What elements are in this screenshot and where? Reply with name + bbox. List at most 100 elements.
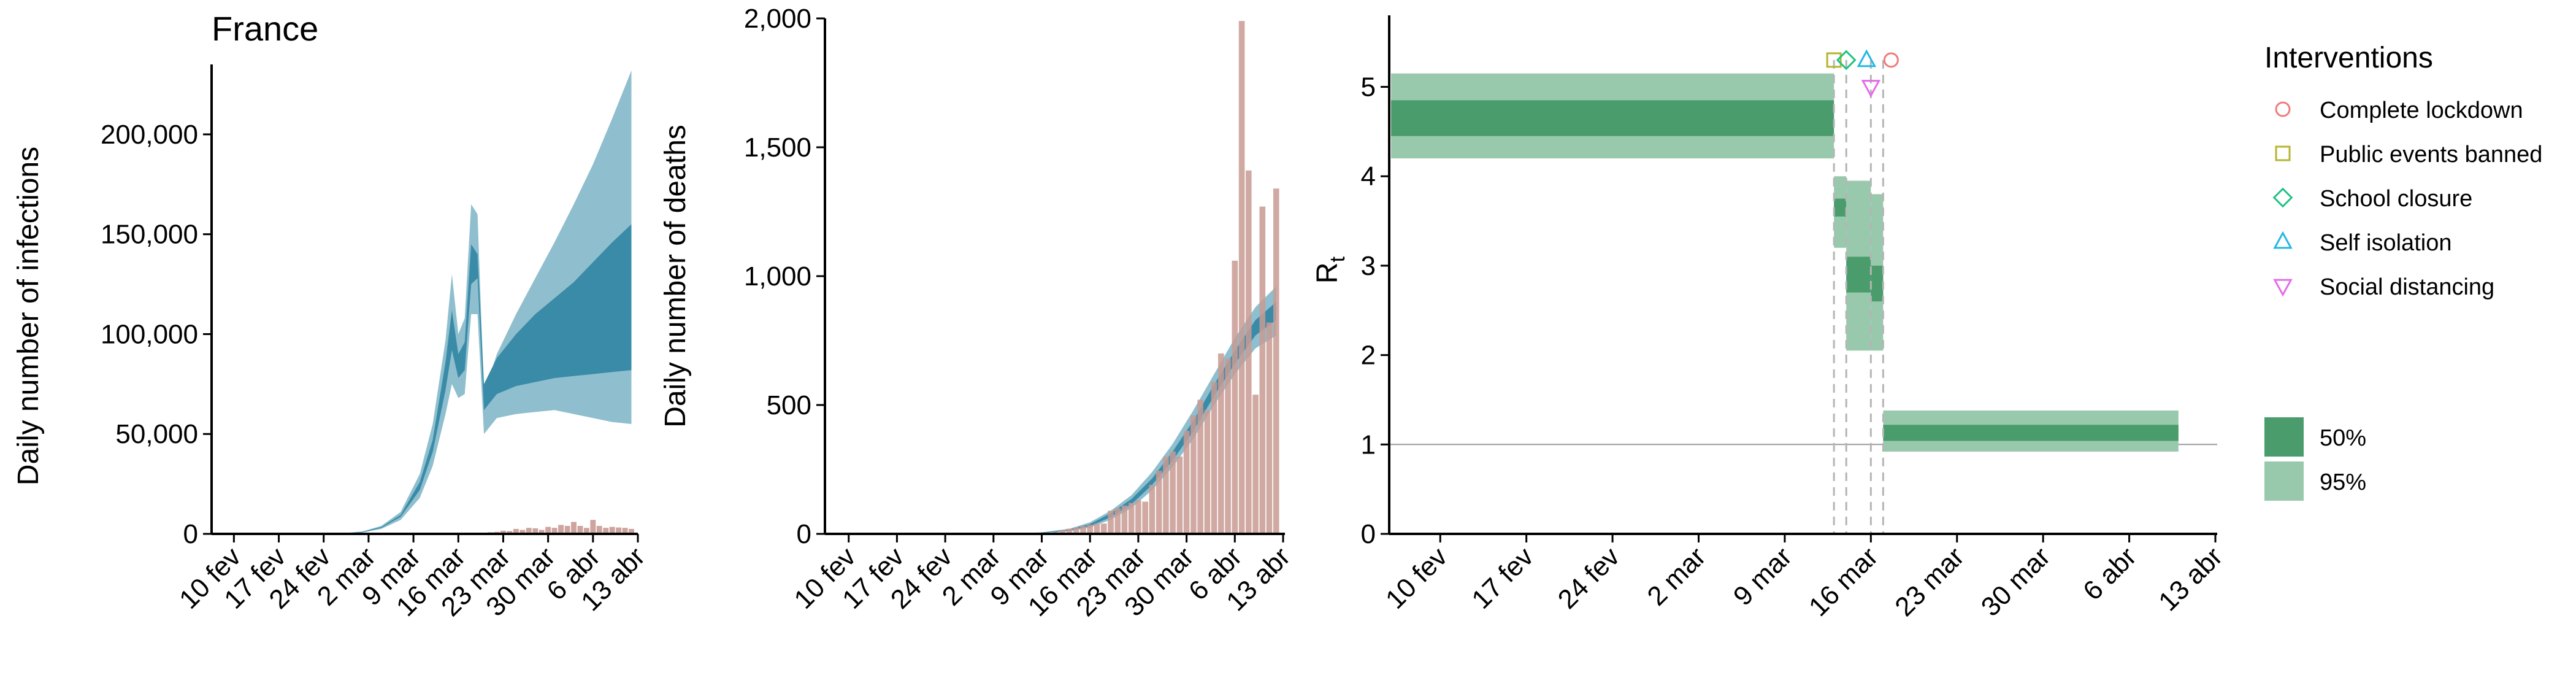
intervention-marker — [1826, 52, 1842, 68]
bar — [507, 531, 513, 534]
y-tick-label: 1 — [1361, 430, 1376, 460]
bar — [558, 525, 564, 534]
x-tick-label: 16 mar — [1803, 541, 1884, 622]
x-tick-label: 17 fev — [1466, 541, 1539, 614]
x-tick-label: 6 abr — [2077, 541, 2142, 606]
x-tick-label: 2 mar — [1641, 541, 1711, 611]
legend-item-label: Public events banned — [2320, 142, 2542, 168]
y-tick-label: 500 — [767, 390, 811, 420]
rt-plot-area — [1389, 49, 2217, 534]
bar — [1225, 358, 1231, 534]
legend-item-label: Complete lockdown — [2320, 98, 2523, 123]
bar — [609, 527, 615, 534]
bar — [1121, 505, 1128, 534]
legend-marker — [2275, 101, 2291, 117]
bar — [1204, 410, 1211, 534]
legend-item-label: School closure — [2320, 186, 2472, 212]
bar — [577, 526, 583, 534]
y-tick-label: 2,000 — [744, 4, 811, 34]
bar — [1094, 523, 1100, 534]
legend-item-label: Self isolation — [2320, 230, 2451, 256]
x-tick-label: 24 fev — [1552, 541, 1625, 614]
bar — [596, 526, 602, 534]
bar — [1176, 457, 1183, 534]
legend-title: Interventions — [2264, 42, 2433, 74]
bar — [1183, 431, 1190, 534]
bar — [1170, 451, 1176, 534]
bar — [1059, 530, 1066, 534]
rt-ci50-segment — [1883, 425, 2179, 441]
infections-title: France — [212, 9, 318, 48]
bar — [1197, 399, 1203, 534]
rt-ci50-segment — [1871, 265, 1884, 302]
bar — [1080, 526, 1086, 534]
bar — [1211, 382, 1217, 534]
legend-marker — [2275, 145, 2291, 161]
intervention-marker — [1861, 80, 1881, 98]
y-tick-label: 2 — [1361, 341, 1376, 371]
y-tick-label: 0 — [1361, 519, 1376, 549]
bar — [1232, 260, 1238, 534]
bar — [500, 530, 506, 534]
legend-marker — [2273, 279, 2293, 297]
rt-panel: 0 1 2 3 4 5 10 fev 17 fev 24 fev 2 mar 9 mar 16 mar… — [1311, 15, 2228, 622]
legend-band-swatch — [2264, 417, 2304, 457]
bar — [622, 528, 628, 534]
bar — [616, 527, 622, 534]
bar — [1190, 415, 1197, 534]
bar — [1128, 503, 1135, 534]
bar — [629, 528, 634, 534]
bar — [1259, 206, 1266, 534]
bar — [564, 526, 570, 534]
x-tick-label: 13 abr — [2153, 541, 2228, 617]
bar — [1266, 322, 1273, 534]
y-tick-label: 4 — [1361, 161, 1376, 191]
deaths-ylabel: Daily number of deaths — [659, 125, 692, 428]
bar — [1252, 395, 1259, 534]
y-tick-label: 1,500 — [744, 133, 811, 163]
legend-marker — [2272, 187, 2293, 208]
bar — [551, 528, 558, 534]
bar — [1218, 353, 1224, 534]
rt-ci50-segment — [1846, 257, 1871, 293]
bar — [1066, 528, 1073, 534]
intervention-marker — [1836, 50, 1857, 71]
bar — [1100, 523, 1107, 534]
bar — [519, 530, 526, 534]
bar — [526, 528, 532, 534]
legend-item-label: Social distancing — [2320, 274, 2494, 300]
bar — [513, 528, 519, 534]
x-tick-label: 30 mar — [1976, 541, 2056, 622]
y-tick-label: 150,000 — [101, 220, 198, 250]
observed-bars — [1038, 21, 1279, 534]
bar — [603, 528, 609, 534]
bar — [590, 520, 596, 534]
bar — [1108, 511, 1114, 534]
bar — [1087, 525, 1093, 534]
observed-bars — [481, 520, 634, 534]
y-tick-label: 50,000 — [115, 419, 198, 449]
y-tick-label: 1,000 — [744, 261, 811, 291]
bar — [1073, 527, 1079, 534]
bar — [1273, 188, 1279, 534]
y-tick-label: 5 — [1361, 72, 1376, 102]
bar — [1114, 508, 1121, 534]
bar — [1163, 457, 1169, 534]
bar — [545, 527, 551, 534]
y-tick-label: 200,000 — [101, 120, 198, 150]
legend-band-swatch — [2264, 461, 2304, 501]
bar — [532, 528, 539, 534]
rt-ylabel-main: R — [1311, 262, 1344, 284]
bar — [1135, 500, 1141, 534]
y-tick-label: 3 — [1361, 251, 1376, 281]
deaths-plot-area — [986, 21, 1279, 534]
bar — [1156, 471, 1162, 534]
legend-band-label: 50% — [2320, 425, 2366, 451]
bar — [1142, 501, 1148, 534]
bar — [571, 522, 577, 534]
bar — [539, 530, 545, 534]
bar — [1238, 21, 1245, 534]
